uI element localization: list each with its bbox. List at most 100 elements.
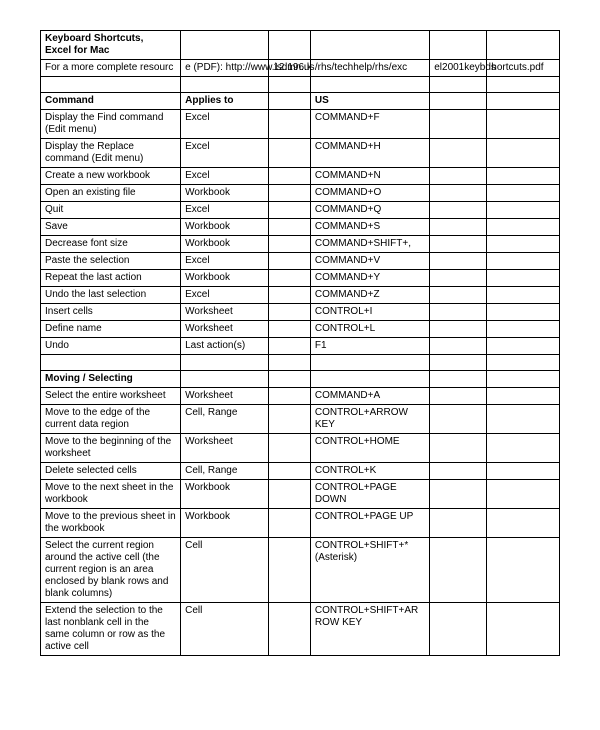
shortcut-cell: COMMAND+V	[310, 253, 429, 270]
cell	[487, 270, 560, 287]
cell	[310, 355, 429, 371]
applies-cell: Excel	[181, 202, 269, 219]
applies-cell: Workbook	[181, 219, 269, 236]
cell	[487, 405, 560, 434]
command-cell: Define name	[41, 321, 181, 338]
cell	[487, 110, 560, 139]
cell	[430, 463, 487, 480]
cell	[430, 434, 487, 463]
cell	[269, 434, 311, 463]
command-cell: Extend the selection to the last nonblan…	[41, 603, 181, 656]
shortcut-cell: COMMAND+F	[310, 110, 429, 139]
header-applies: Applies to	[181, 93, 269, 110]
cell	[487, 434, 560, 463]
shortcut-cell: CONTROL+ARROW KEY	[310, 405, 429, 434]
cell	[269, 463, 311, 480]
cell	[181, 31, 269, 60]
shortcut-cell: COMMAND+Y	[310, 270, 429, 287]
cell	[430, 371, 487, 388]
cell	[269, 219, 311, 236]
applies-cell: Cell	[181, 603, 269, 656]
applies-cell: Worksheet	[181, 304, 269, 321]
cell	[487, 371, 560, 388]
cell	[430, 538, 487, 603]
shortcut-cell: CONTROL+L	[310, 321, 429, 338]
cell	[430, 253, 487, 270]
cell	[269, 185, 311, 202]
cell	[487, 31, 560, 60]
cell	[487, 93, 560, 110]
command-cell: Undo the last selection	[41, 287, 181, 304]
cell	[269, 388, 311, 405]
cell	[430, 168, 487, 185]
cell	[487, 202, 560, 219]
cell	[310, 77, 429, 93]
cell	[430, 480, 487, 509]
shortcut-cell: CONTROL+SHIFT+* (Asterisk)	[310, 538, 429, 603]
cell	[487, 185, 560, 202]
resource-cell: 12.mn.us	[269, 60, 311, 77]
applies-cell: Excel	[181, 110, 269, 139]
command-cell: Delete selected cells	[41, 463, 181, 480]
applies-cell: Excel	[181, 168, 269, 185]
shortcut-cell: CONTROL+I	[310, 304, 429, 321]
cell	[310, 371, 429, 388]
command-cell: Move to the beginning of the worksheet	[41, 434, 181, 463]
cell	[487, 219, 560, 236]
cell	[269, 355, 311, 371]
cell	[310, 31, 429, 60]
cell	[181, 371, 269, 388]
cell	[487, 287, 560, 304]
shortcut-cell: CONTROL+PAGE DOWN	[310, 480, 429, 509]
shortcut-cell: COMMAND+H	[310, 139, 429, 168]
cell	[269, 480, 311, 509]
resource-cell: For a more complete resourc	[41, 60, 181, 77]
applies-cell: Excel	[181, 139, 269, 168]
shortcut-cell: COMMAND+Z	[310, 287, 429, 304]
resource-cell: hortcuts.pdf	[487, 60, 560, 77]
cell	[430, 338, 487, 355]
cell	[430, 31, 487, 60]
cell	[269, 236, 311, 253]
cell	[487, 388, 560, 405]
cell	[269, 371, 311, 388]
shortcut-cell: CONTROL+K	[310, 463, 429, 480]
header-command: Command	[41, 93, 181, 110]
cell	[487, 463, 560, 480]
cell	[269, 270, 311, 287]
cell	[430, 219, 487, 236]
command-cell: Save	[41, 219, 181, 236]
title-cell: Keyboard Shortcuts,Excel for Mac	[41, 31, 181, 60]
command-cell: Undo	[41, 338, 181, 355]
cell	[487, 509, 560, 538]
cell	[487, 236, 560, 253]
cell	[487, 253, 560, 270]
cell	[430, 603, 487, 656]
cell	[269, 253, 311, 270]
cell	[487, 480, 560, 509]
cell	[269, 168, 311, 185]
applies-cell: Excel	[181, 287, 269, 304]
cell	[487, 77, 560, 93]
command-cell: Move to the next sheet in the workbook	[41, 480, 181, 509]
cell	[430, 405, 487, 434]
cell	[269, 77, 311, 93]
shortcut-cell: COMMAND+N	[310, 168, 429, 185]
applies-cell: Cell, Range	[181, 405, 269, 434]
command-cell: Select the current region around the act…	[41, 538, 181, 603]
shortcut-cell: COMMAND+SHIFT+,	[310, 236, 429, 253]
applies-cell: Workbook	[181, 509, 269, 538]
cell	[181, 355, 269, 371]
shortcut-cell: COMMAND+Q	[310, 202, 429, 219]
resource-cell: e (PDF): http://www.isd196.k	[181, 60, 269, 77]
command-cell: Paste the selection	[41, 253, 181, 270]
cell	[430, 93, 487, 110]
cell	[181, 77, 269, 93]
cell	[269, 202, 311, 219]
shortcut-cell: F1	[310, 338, 429, 355]
cell	[487, 338, 560, 355]
header-us: US	[310, 93, 429, 110]
cell	[269, 405, 311, 434]
cell	[430, 139, 487, 168]
applies-cell: Workbook	[181, 185, 269, 202]
